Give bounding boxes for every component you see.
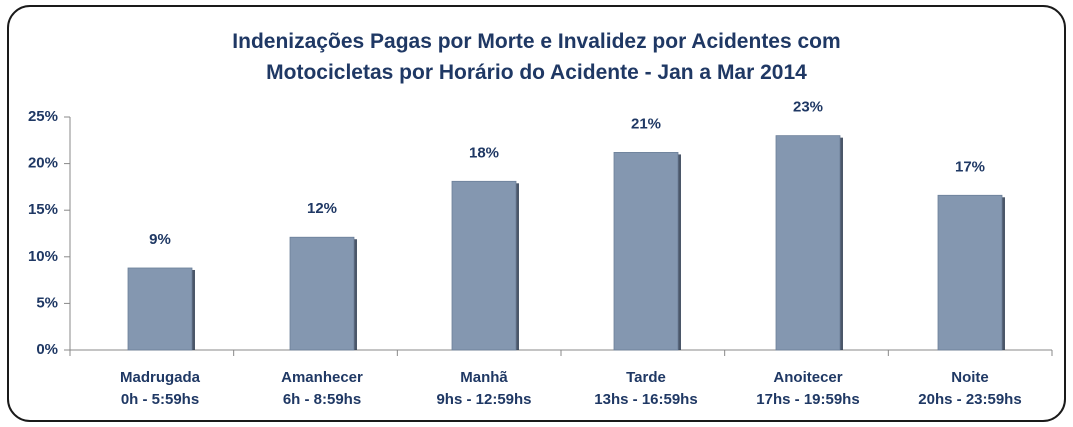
bar <box>289 236 355 351</box>
y-tick-label: 20% <box>28 155 58 172</box>
bar <box>613 152 679 351</box>
y-tick-label: 0% <box>36 341 58 358</box>
bar <box>451 180 517 351</box>
x-tick-label: Anoitecer 17hs - 19:59hs <box>756 369 859 408</box>
data-label: 21% <box>631 115 661 132</box>
x-tick-label: Amanhecer 6h - 8:59hs <box>281 369 363 408</box>
bar <box>127 267 193 351</box>
data-label: 23% <box>793 99 823 116</box>
y-tick-label: 15% <box>28 201 58 218</box>
bar <box>937 194 1003 351</box>
data-label: 12% <box>307 200 337 217</box>
x-tick-label: Tarde 13hs - 16:59hs <box>594 369 697 408</box>
data-label: 9% <box>149 231 171 248</box>
data-label: 18% <box>469 144 499 161</box>
x-tick-label: Manhã 9hs - 12:59hs <box>436 369 531 408</box>
y-tick-label: 5% <box>36 294 58 311</box>
bar <box>775 135 841 351</box>
data-label: 17% <box>955 158 985 175</box>
y-tick-label: 10% <box>28 248 58 265</box>
x-tick-label: Noite 20hs - 23:59hs <box>918 369 1021 408</box>
x-tick-label: Madrugada 0h - 5:59hs <box>120 369 201 408</box>
chart-title: Indenizações Pagas por Morte e Invalidez… <box>232 30 841 84</box>
y-tick-label: 25% <box>28 108 58 125</box>
